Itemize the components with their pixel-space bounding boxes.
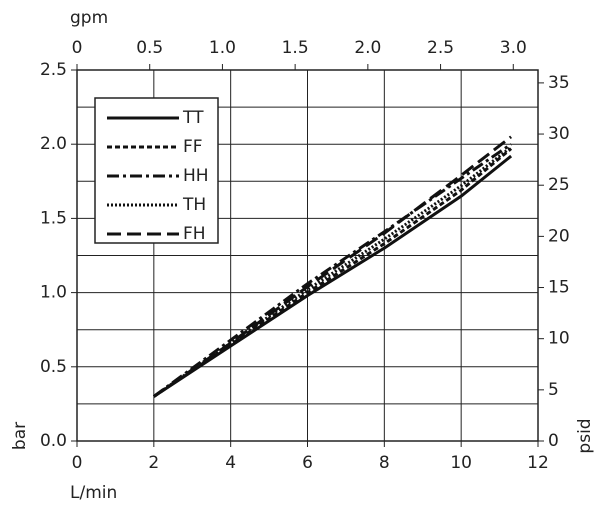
series-line (152, 145, 513, 398)
x2-tick-label: 3.0 (500, 38, 527, 58)
legend-label: TH (182, 195, 206, 215)
x2-tick-label: 0 (72, 38, 83, 58)
x2-tick-label: 1.5 (282, 38, 309, 58)
legend-label: TT (182, 108, 204, 128)
y2-tick-label: 25 (548, 175, 570, 195)
y2-tick-label: 0 (548, 431, 559, 451)
y-tick-label: 1.5 (40, 208, 67, 228)
y-tick-label: 2.0 (40, 134, 67, 154)
x-tick-label: 12 (527, 453, 549, 473)
x-tick-label: 6 (302, 453, 313, 473)
y-tick-label: 0.0 (40, 431, 67, 451)
y-tick-label: 0.5 (40, 357, 67, 377)
legend-label: FH (183, 224, 206, 244)
y2-tick-label: 30 (548, 124, 570, 144)
y2-tick-label: 15 (548, 278, 570, 298)
x2-tick-label: 1.0 (209, 38, 236, 58)
series-line (152, 135, 513, 398)
legend-label: FF (183, 137, 203, 157)
y2-axis-label: psid (575, 418, 595, 453)
legend-label: HH (183, 166, 209, 186)
y2-tick-label: 5 (548, 380, 559, 400)
y-axis-label: bar (10, 422, 30, 450)
x2-tick-label: 2.0 (354, 38, 381, 58)
x-axis-label: L/min (70, 483, 117, 503)
x2-tick-label: 0.5 (136, 38, 163, 58)
legend-box (94, 97, 219, 244)
x-tick-label: 4 (225, 453, 236, 473)
x2-tick-label: 2.5 (427, 38, 454, 58)
x-tick-label: 10 (450, 453, 472, 473)
y2-tick-label: 10 (548, 329, 570, 349)
plot-frame (76, 69, 539, 442)
x-tick-label: 0 (72, 453, 83, 473)
x2-axis-label: gpm (70, 8, 108, 28)
y-tick-label: 1.0 (40, 283, 67, 303)
y2-tick-label: 35 (548, 73, 570, 93)
y2-tick-label: 20 (548, 226, 570, 246)
x-tick-label: 8 (379, 453, 390, 473)
y-tick-label: 2.5 (40, 60, 67, 80)
x-tick-label: 2 (148, 453, 159, 473)
series-line (152, 142, 512, 398)
